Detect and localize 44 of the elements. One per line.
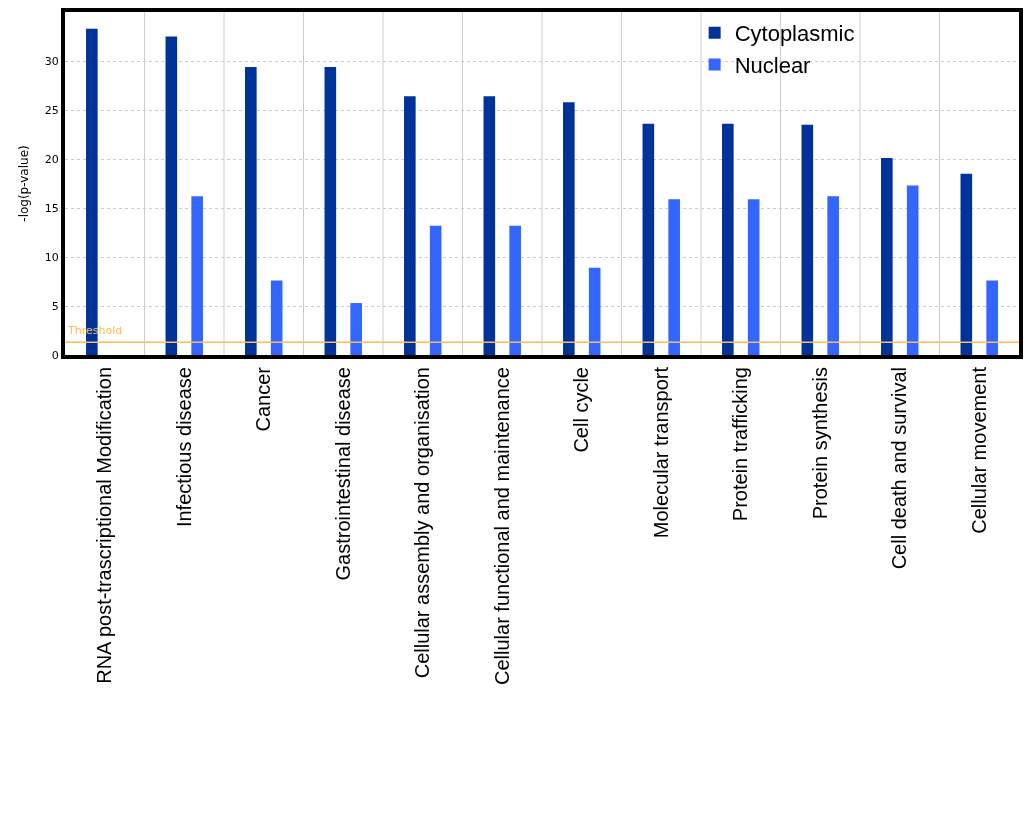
bar [245,66,257,355]
bar [747,199,760,355]
x-tick-label: Cellular assembly and organisation [411,367,434,679]
y-axis-title: -log(p-value) [16,145,31,222]
bar [986,280,998,355]
x-tick-label: Cell cycle [570,367,593,453]
x-tick-label: Cellular functional and maintenance [490,367,513,685]
y-tick-label: 30 [44,54,59,68]
bar [642,123,655,355]
bar [404,96,416,355]
bar [191,196,203,355]
y-tick-label: 10 [44,250,59,264]
x-tick-label: Molecular transport [649,366,672,539]
x-tick-label: Gastrointestinal disease [331,367,354,581]
bar [906,185,919,355]
y-tick-label: 25 [44,103,59,117]
bar [429,225,442,355]
y-tick-label: 0 [51,348,59,362]
bar [960,173,973,355]
bar [801,124,814,355]
legend-label: Nuclear [734,52,811,78]
x-tick-label: Protein trafficking [729,367,752,522]
bar [324,66,337,355]
y-tick-label: 15 [44,201,59,215]
bar [827,196,839,355]
bar [165,36,178,355]
x-tick-label: RNA post-trascriptional Modification [93,367,116,684]
bar [881,158,893,355]
x-tick-label: Cellular movement [967,366,990,534]
bar [722,123,734,355]
bar [563,102,575,355]
x-tick-label: Protein synthesis [808,367,831,520]
x-tick-label: Infectious disease [172,367,195,528]
x-tick-label: Cell death and survival [888,367,911,570]
bar [483,96,496,355]
legend-label: Cytoplasmic [734,21,855,47]
y-tick-label: 5 [51,299,59,313]
bar [668,199,680,355]
bar [588,267,601,355]
x-tick-label: Cancer [252,366,275,432]
bar [350,303,362,355]
bar [270,280,283,355]
bar [509,225,521,355]
y-tick-label: 20 [44,152,59,166]
